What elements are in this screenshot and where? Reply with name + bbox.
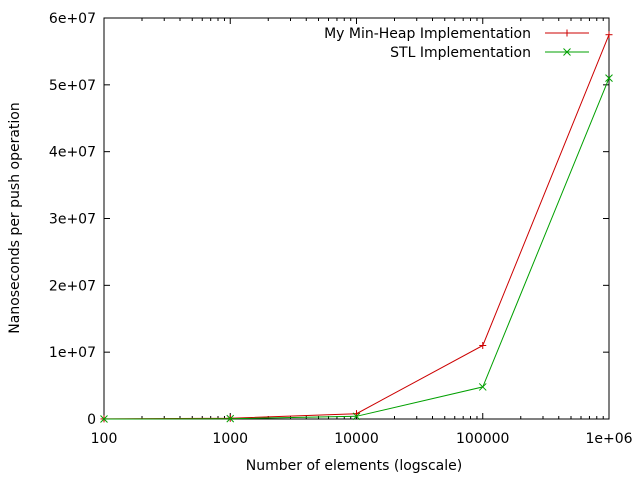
cross-point-marker xyxy=(100,415,108,423)
x-tick-label: 1e+06 xyxy=(585,431,632,447)
series-line xyxy=(103,34,610,420)
x-tick-label: 1000 xyxy=(212,431,248,447)
cross-point-marker xyxy=(563,48,571,56)
marker-stroke xyxy=(563,48,571,56)
y-tick-label: 0 xyxy=(87,412,96,428)
legend-label: STL Implementation xyxy=(390,45,531,61)
series-layer xyxy=(100,31,613,423)
legend-entry: My Min-Heap Implementation xyxy=(324,26,589,42)
legend-label: My Min-Heap Implementation xyxy=(324,26,531,42)
y-tick-label: 1e+07 xyxy=(49,345,96,361)
x-tick-label: 10000 xyxy=(334,431,379,447)
x-tick-label: 100000 xyxy=(456,431,509,447)
y-axis-label: Nanoseconds per push operation xyxy=(7,102,23,333)
plot-border xyxy=(103,17,610,420)
cross-point-marker xyxy=(226,414,235,423)
series-1 xyxy=(100,31,613,423)
plus-point-marker xyxy=(605,31,613,39)
y-tick-label: 5e+07 xyxy=(49,78,96,94)
plot-frame xyxy=(103,17,610,420)
y-tick-label: 3e+07 xyxy=(49,212,96,228)
marker-stroke xyxy=(605,74,613,83)
marker-stroke xyxy=(478,383,487,391)
y-tick-label: 4e+07 xyxy=(49,145,96,161)
y-tick-label: 6e+07 xyxy=(49,11,96,27)
marker-stroke xyxy=(100,415,108,423)
axis-ticks: 0 1e+07 2e+07 3e+07 4e+07 5e+07 6e+07 100 1000 10… xyxy=(49,11,633,447)
plus-point-marker xyxy=(563,29,571,37)
y-tick-label: 2e+07 xyxy=(49,278,96,294)
x-tick-label: 100 xyxy=(91,431,118,447)
plus-point-marker xyxy=(479,341,487,349)
x-axis-label: Number of elements (logscale) xyxy=(246,458,462,474)
marker-stroke xyxy=(352,412,361,421)
legend-entry: STL Implementation xyxy=(390,45,589,61)
series-2 xyxy=(100,74,613,423)
series-line xyxy=(103,78,610,420)
cross-point-marker xyxy=(352,412,361,421)
marker-stroke xyxy=(226,414,235,423)
cross-point-marker xyxy=(478,383,487,391)
legend: My Min-Heap Implementation STL Implementa… xyxy=(324,26,589,61)
cross-point-marker xyxy=(605,74,613,83)
